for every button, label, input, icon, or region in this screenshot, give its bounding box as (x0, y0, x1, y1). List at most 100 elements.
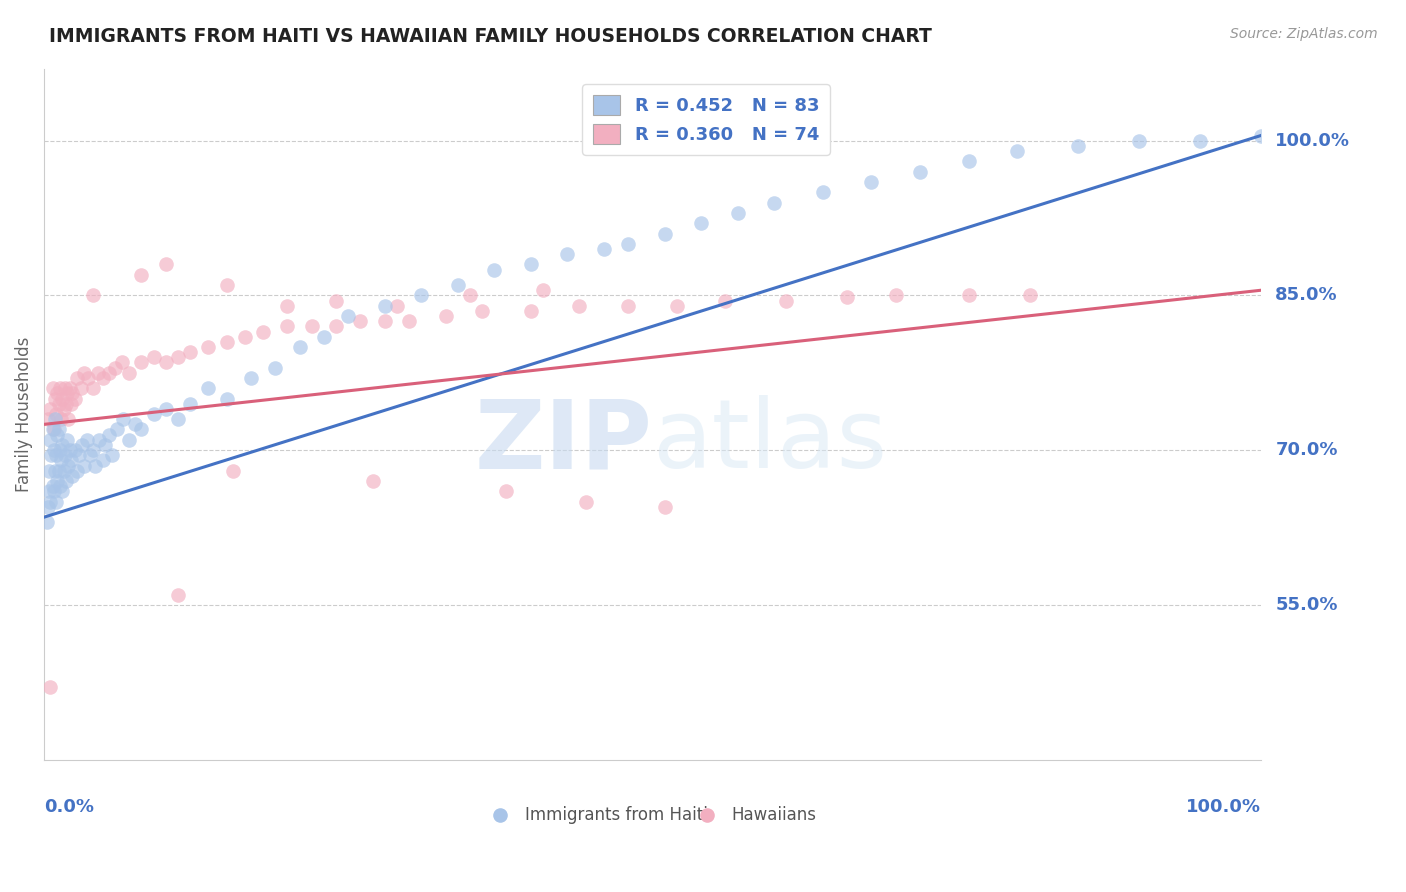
Point (44, 392, 66, 406)
Point (167, 412, 190, 426)
Point (73, 458, 96, 473)
Point (118, 433, 141, 447)
Point (58, 458, 80, 473)
Point (131, 268, 153, 282)
Text: ZIP: ZIP (475, 395, 652, 488)
Point (91, 371, 114, 385)
Point (349, 314, 371, 328)
Point (447, 278, 470, 293)
Point (41, 479, 63, 493)
Point (82, 381, 104, 395)
Point (35, 516, 58, 530)
Text: 100.0%: 100.0% (1275, 132, 1350, 150)
Point (44, 464, 66, 478)
Point (45, 407, 67, 421)
Point (252, 325, 274, 339)
Point (63, 443, 86, 458)
Point (53, 448, 76, 462)
Point (86, 366, 108, 380)
Point (37, 412, 59, 426)
Point (519, 304, 541, 318)
Point (957, 154, 980, 169)
Point (42, 484, 65, 499)
Point (112, 412, 135, 426)
Point (325, 319, 347, 334)
Point (77, 371, 100, 385)
Point (860, 175, 883, 189)
Text: IMMIGRANTS FROM HAITI VS HAWAIIAN FAMILY HOUSEHOLDS CORRELATION CHART: IMMIGRANTS FROM HAITI VS HAWAIIAN FAMILY… (49, 27, 932, 45)
Point (42, 422, 65, 436)
Point (484, 262, 506, 277)
Point (66, 371, 89, 385)
Point (301, 319, 323, 334)
Point (727, 206, 749, 220)
Text: 85.0%: 85.0% (1275, 286, 1339, 304)
Point (555, 247, 578, 261)
Point (46, 427, 69, 442)
Point (495, 484, 517, 499)
Point (385, 299, 408, 313)
Point (39, 433, 62, 447)
Point (312, 329, 335, 343)
Point (41, 422, 63, 436)
Point (568, 299, 591, 313)
Point (617, 299, 640, 313)
Point (58, 412, 80, 426)
Point (264, 360, 287, 375)
Y-axis label: Family Households: Family Households (15, 336, 32, 491)
Point (617, 236, 640, 251)
Point (239, 371, 262, 385)
Point (361, 474, 384, 488)
Point (519, 258, 541, 272)
Point (325, 293, 347, 308)
Point (41, 448, 63, 462)
Point (39, 494, 62, 508)
Point (42, 443, 65, 458)
Point (67, 448, 90, 462)
Point (51, 484, 73, 499)
Point (59, 443, 82, 458)
Point (155, 355, 177, 369)
Point (167, 351, 190, 365)
Point (1250, 128, 1272, 143)
Point (97, 427, 120, 442)
Point (411, 288, 433, 302)
Point (87, 433, 110, 447)
Point (55, 474, 77, 488)
Point (811, 186, 834, 200)
Point (82, 288, 104, 302)
Point (835, 291, 858, 305)
Point (63, 392, 86, 406)
Point (51, 392, 73, 406)
Point (1067, 139, 1090, 153)
Text: 55.0%: 55.0% (1275, 596, 1339, 614)
Point (654, 227, 676, 241)
Point (70, 438, 93, 452)
Point (398, 314, 420, 328)
Text: 70.0%: 70.0% (1275, 442, 1339, 459)
Point (471, 304, 494, 318)
Point (37, 500, 59, 514)
Point (374, 314, 396, 328)
Point (104, 360, 127, 375)
Text: Immigrants from Haiti: Immigrants from Haiti (524, 805, 707, 824)
Point (155, 401, 177, 416)
Point (101, 448, 124, 462)
Text: Source: ZipAtlas.com: Source: ZipAtlas.com (1230, 27, 1378, 41)
Point (775, 293, 797, 308)
Point (45, 448, 67, 462)
Point (763, 195, 786, 210)
Point (52, 401, 75, 416)
Point (59, 381, 82, 395)
Point (69, 381, 91, 395)
Point (39, 401, 62, 416)
Point (197, 340, 219, 354)
Point (105, 422, 128, 436)
Point (531, 283, 554, 297)
Point (79, 448, 101, 462)
Text: Hawaiians: Hawaiians (731, 805, 817, 824)
Point (714, 293, 737, 308)
Point (654, 500, 676, 514)
Point (94, 438, 117, 452)
Point (59, 453, 82, 467)
